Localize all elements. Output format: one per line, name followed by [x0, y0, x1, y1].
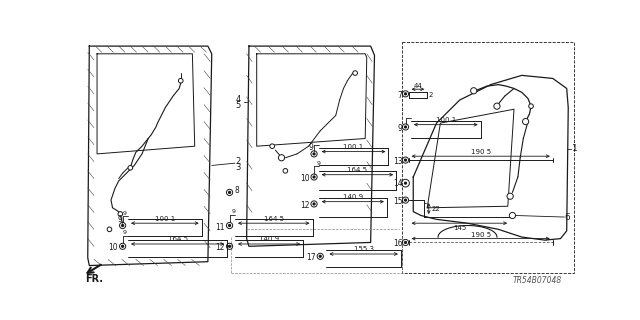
Circle shape: [529, 104, 533, 108]
Circle shape: [522, 118, 529, 124]
Text: 140 9: 140 9: [343, 194, 363, 200]
Text: 44: 44: [413, 83, 422, 89]
Circle shape: [313, 203, 315, 205]
Circle shape: [404, 242, 406, 244]
Circle shape: [228, 191, 230, 193]
Text: 100 1: 100 1: [344, 144, 364, 150]
Text: TR54B07048: TR54B07048: [513, 276, 562, 285]
Circle shape: [404, 159, 406, 161]
Circle shape: [404, 199, 406, 201]
Text: 10: 10: [300, 174, 309, 183]
Text: 9: 9: [316, 161, 321, 166]
Text: 12: 12: [300, 201, 309, 210]
Circle shape: [404, 93, 406, 95]
Text: 6: 6: [564, 212, 570, 221]
Circle shape: [313, 153, 315, 155]
Text: 8: 8: [234, 186, 239, 195]
Text: 4: 4: [235, 95, 241, 104]
Text: FR.: FR.: [84, 274, 102, 284]
Circle shape: [118, 212, 123, 216]
Circle shape: [319, 255, 321, 257]
Text: 14: 14: [393, 179, 403, 188]
Circle shape: [470, 88, 477, 94]
Text: 15: 15: [393, 197, 403, 206]
Text: 12: 12: [216, 243, 225, 252]
Text: 164 5: 164 5: [264, 216, 284, 221]
Text: 140 9: 140 9: [259, 236, 279, 242]
Text: 1: 1: [572, 144, 578, 153]
Circle shape: [270, 144, 275, 148]
Text: 9: 9: [123, 230, 127, 235]
Circle shape: [179, 78, 183, 83]
Text: 9: 9: [123, 211, 127, 216]
Circle shape: [107, 227, 112, 232]
Text: 2: 2: [236, 157, 241, 166]
Text: 100 1: 100 1: [155, 216, 175, 221]
Text: 100 1: 100 1: [436, 117, 456, 123]
Circle shape: [353, 71, 358, 75]
Circle shape: [494, 103, 500, 109]
Text: 190 5: 190 5: [470, 232, 491, 238]
Circle shape: [128, 165, 132, 170]
Circle shape: [283, 169, 288, 173]
Text: 5: 5: [235, 101, 241, 110]
Text: 11: 11: [216, 222, 225, 232]
Text: 7: 7: [397, 91, 403, 100]
Text: 164 5: 164 5: [348, 167, 367, 173]
Text: 3: 3: [236, 163, 241, 172]
Text: 22: 22: [431, 205, 440, 212]
Text: 9: 9: [308, 143, 314, 152]
Text: 9: 9: [232, 209, 236, 214]
Circle shape: [228, 245, 230, 247]
Text: 17: 17: [306, 253, 316, 262]
Text: 155 3: 155 3: [354, 246, 374, 252]
Text: 2: 2: [429, 92, 433, 98]
Circle shape: [404, 182, 406, 184]
Text: 9: 9: [118, 215, 123, 224]
Circle shape: [313, 176, 315, 178]
Circle shape: [404, 126, 406, 128]
Text: 190 5: 190 5: [470, 149, 491, 156]
Text: 10: 10: [108, 243, 118, 252]
Bar: [402, 42, 573, 273]
Text: 13: 13: [393, 157, 403, 166]
Circle shape: [228, 225, 230, 227]
Text: 9: 9: [397, 124, 403, 133]
Text: 164 5: 164 5: [168, 236, 188, 242]
Circle shape: [507, 193, 513, 199]
Circle shape: [278, 155, 285, 161]
Circle shape: [509, 212, 516, 219]
Text: 145: 145: [452, 225, 466, 231]
Circle shape: [122, 225, 124, 227]
Text: 16: 16: [393, 239, 403, 249]
Circle shape: [122, 245, 124, 247]
